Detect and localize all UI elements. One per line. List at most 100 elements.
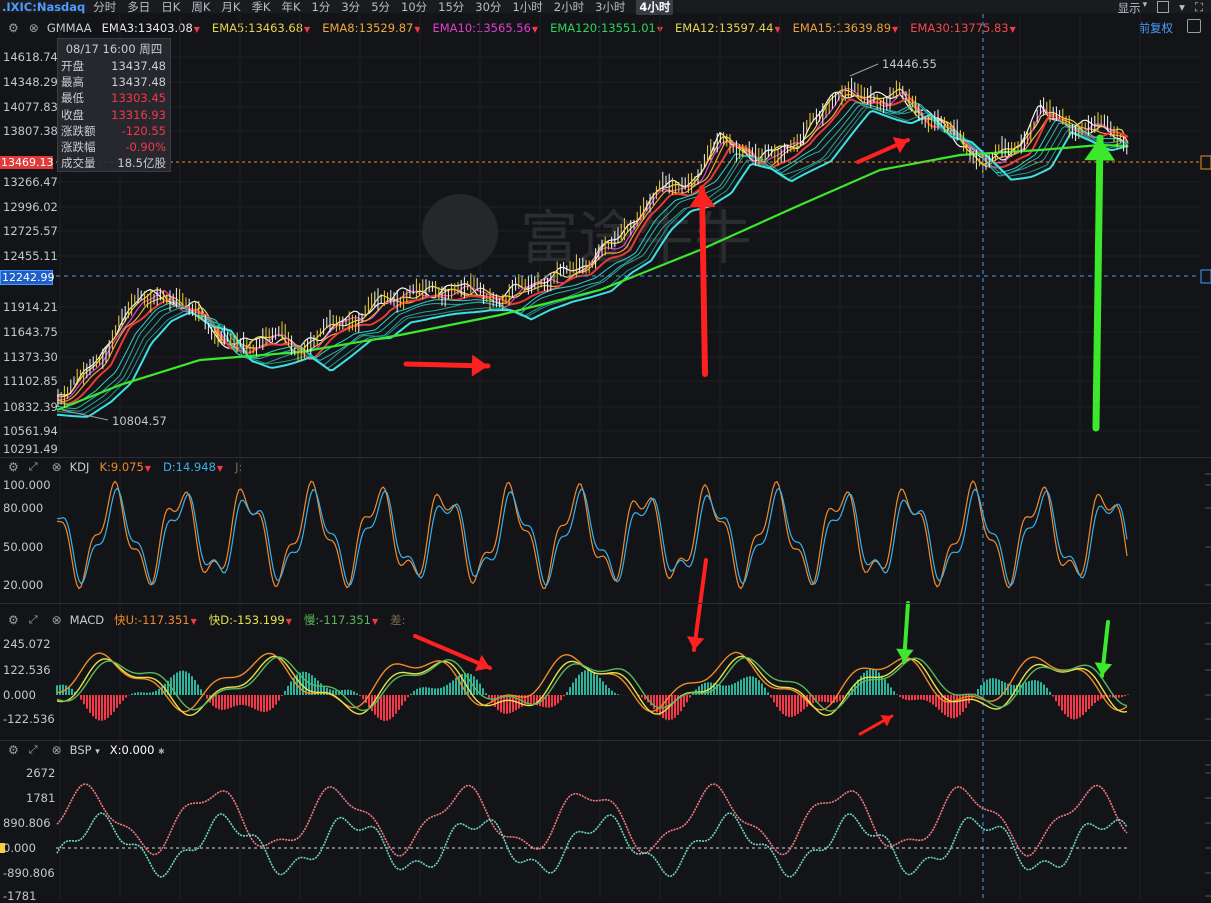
last-price-marker xyxy=(1200,155,1211,170)
kdj-tick-label: 50.000 xyxy=(3,540,44,554)
more-icon[interactable]: ▾ xyxy=(1179,0,1185,14)
macd-tick-label: -122.536 xyxy=(3,712,55,726)
timeframe-toolbar: .IXIC:Nasdaq 分时 多日 日K 周K 月K 季K 年K 1分 3分 5分 10分 15分 3… xyxy=(0,0,1211,15)
dropdown-icon[interactable]: ▾ xyxy=(1142,0,1148,10)
timeframe-10[interactable]: 10分 xyxy=(401,0,428,14)
info-value: 13303.45 xyxy=(111,91,166,106)
macd-fastd-value: 快D:-153.199▼ xyxy=(208,613,292,627)
bsp-tick-label: 1781 xyxy=(26,791,56,805)
info-row: 涨跌幅 -0.90% xyxy=(58,139,170,155)
info-key: 最高 xyxy=(61,75,84,90)
annotation-arrow-green-head xyxy=(1094,662,1113,676)
timeframe-8[interactable]: 3分 xyxy=(341,0,361,14)
info-value: 18.5亿股 xyxy=(117,156,166,171)
annotation-arrow-red-head xyxy=(471,354,488,377)
settings-icon[interactable]: ⚙ xyxy=(8,613,19,627)
timeframe-7[interactable]: 1分 xyxy=(311,0,331,14)
annotation-arrow-green-head xyxy=(896,648,914,662)
timeframe-14[interactable]: 2小时 xyxy=(553,0,585,14)
kdj-header: ⚙ ⤢ ⊗ KDJ K:9.075▼ D:14.948▼ J: xyxy=(0,458,254,476)
settings-icon[interactable]: ⚙ xyxy=(8,743,19,757)
price-tick-label: 12455.11 xyxy=(3,249,58,263)
macd-tick-label: 245.072 xyxy=(3,637,51,651)
annotation-arrow-red-head xyxy=(474,654,490,672)
adjust-mode-dropdown[interactable]: 前复权 xyxy=(1138,21,1174,35)
expand-icon[interactable]: ⤢ xyxy=(28,743,38,756)
bsp-line-red xyxy=(56,783,1128,857)
info-datetime: 08/17 16:00 周四 xyxy=(65,42,163,56)
timeframe-2[interactable]: 日K xyxy=(161,0,181,14)
bsp-tick-label: 890.806 xyxy=(3,816,51,830)
macd-name[interactable]: MACD xyxy=(69,613,105,627)
info-key: 成交量 xyxy=(61,156,96,171)
info-value: 13316.93 xyxy=(111,107,166,122)
indicator-name[interactable]: GMMAA xyxy=(46,21,92,35)
layout-toggle-icon[interactable] xyxy=(1157,1,1170,13)
info-key: 涨跌额 xyxy=(61,123,96,138)
kdj-axis: 100.000 80.000 50.000 20.000 245.072 122.536 0… xyxy=(0,0,56,903)
annotation-arrow-red xyxy=(699,185,708,377)
kdj-d-line xyxy=(56,487,1128,587)
watermark-logo xyxy=(422,194,498,270)
crosshair-price-tag: 12242.99 xyxy=(0,270,55,285)
timeframe-4[interactable]: 月K xyxy=(221,0,241,14)
annotation-arrow-red-head xyxy=(686,636,705,650)
timeframe-0[interactable]: 分时 xyxy=(93,0,117,14)
timeframe-1[interactable]: 多日 xyxy=(127,0,151,14)
bsp-name[interactable]: BSP ▾ xyxy=(69,743,100,757)
info-key: 收盘 xyxy=(61,107,84,122)
settings-icon[interactable]: ⚙ xyxy=(8,21,19,35)
annotation-arrow-red-head xyxy=(892,137,908,154)
ema-value-1: EMA5:13463.68▼ xyxy=(211,21,311,35)
bsp-x-value: X:0.000 ✱ xyxy=(109,743,165,757)
info-value: -120.55 xyxy=(121,123,166,138)
ema-value-3: EMA10:13565.56▼ xyxy=(432,21,539,35)
close-icon[interactable]: ⊗ xyxy=(28,21,39,35)
timeframe-11[interactable]: 15分 xyxy=(438,0,465,14)
kdj-name[interactable]: KDJ xyxy=(69,460,90,474)
close-icon[interactable]: ⊗ xyxy=(51,460,62,474)
macd-slow-line xyxy=(56,656,1128,712)
low-leader xyxy=(61,409,109,421)
expand-icon[interactable]: ⤢ xyxy=(28,613,38,626)
ema-ribbon-line xyxy=(56,103,1129,410)
ema-ribbon-line xyxy=(56,110,1129,418)
timeframe-16[interactable]: 4小时 xyxy=(636,0,674,15)
panel-divider xyxy=(0,603,1211,604)
timeframe-9[interactable]: 5分 xyxy=(371,0,391,14)
fullscreen-icon[interactable]: ⛶ xyxy=(1194,0,1203,14)
last-price-tag: 13469.13 xyxy=(0,156,54,169)
macd-fast-value: 快U:-117.351▼ xyxy=(114,613,197,627)
bsp-header: ⚙ ⤢ ⊗ BSP ▾ X:0.000 ✱ xyxy=(0,741,177,759)
price-tick-label: 14348.29 xyxy=(3,75,58,89)
expand-icon[interactable]: ⤢ xyxy=(28,460,38,473)
info-row: 收盘 13316.93 xyxy=(58,107,170,123)
close-icon[interactable]: ⊗ xyxy=(51,743,62,757)
ema-value-2: EMA8:13529.87▼ xyxy=(322,21,421,35)
timeframe-6[interactable]: 年K xyxy=(281,0,301,14)
kdj-tick-label: 100.000 xyxy=(3,478,51,492)
info-key: 开盘 xyxy=(61,59,84,73)
timeframe-15[interactable]: 3小时 xyxy=(595,0,626,14)
settings-icon[interactable]: ⚙ xyxy=(8,460,19,474)
ema-value-6: EMA15:13639.89▼ xyxy=(792,21,899,35)
timeframe-13[interactable]: 1小时 xyxy=(512,0,543,14)
display-menu[interactable]: 显示 xyxy=(1117,1,1141,15)
close-icon[interactable]: ⊗ xyxy=(51,613,62,627)
price-tick-label: 11373.30 xyxy=(3,350,58,364)
price-tick-label: 14077.83 xyxy=(3,100,58,114)
chart-settings-icon[interactable] xyxy=(1187,19,1201,33)
panel-divider xyxy=(0,740,1211,741)
macd-tick-label: 0.000 xyxy=(3,688,36,702)
annotation-arrow-red xyxy=(413,634,492,670)
timeframe-12[interactable]: 30分 xyxy=(475,0,502,14)
main-indicator-header: ⚙ ⊗ GMMAA EMA3:13403.08▼ EMA5:13463.68▼ EM… xyxy=(0,19,1028,37)
timeframe-5[interactable]: 季K xyxy=(251,0,271,14)
annotation-arrow-green-head xyxy=(1084,138,1116,161)
timeframe-3[interactable]: 周K xyxy=(191,0,211,14)
symbol-label[interactable]: .IXIC:Nasdaq xyxy=(2,0,86,14)
kdj-d-value: D:14.948▼ xyxy=(162,460,224,474)
price-tick-label: 11102.85 xyxy=(3,374,58,388)
panel-divider xyxy=(0,457,1211,458)
